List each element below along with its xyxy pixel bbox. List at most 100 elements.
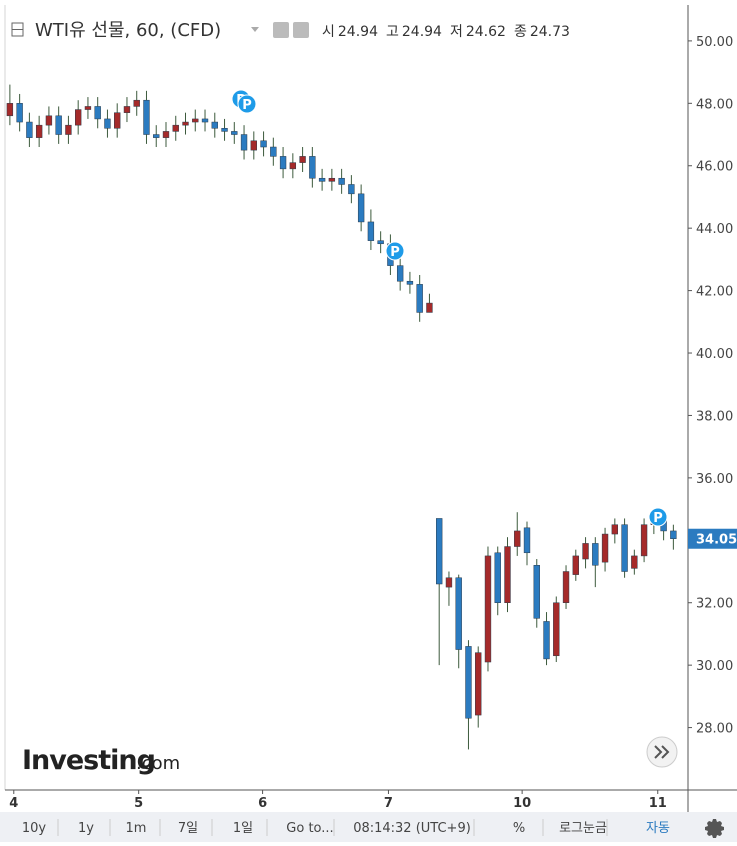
toolbar-button[interactable]: 1y — [78, 821, 94, 836]
candle-body — [621, 524, 628, 572]
candle-body — [182, 121, 189, 126]
header: WTI유 선물, 60, (CFD) 시 24.94 고 24.94 저 24.62 종 24… — [11, 20, 570, 41]
y-tick-label: 48.00 — [696, 97, 733, 112]
candle-body — [55, 115, 62, 135]
candle-body — [582, 543, 589, 560]
toolbar-button[interactable]: % — [513, 821, 525, 836]
x-tick-label: 10 — [513, 796, 531, 811]
x-tick-label: 4 — [9, 796, 18, 811]
ohlc-legend: 시 24.94 고 24.94 저 24.62 종 24.73 — [322, 24, 570, 40]
candle-body — [494, 552, 501, 603]
last-price-label: 34.05 — [696, 533, 737, 548]
watermark: Investing .com — [22, 745, 180, 776]
candle-body — [133, 99, 140, 107]
candle-body — [367, 221, 375, 241]
ohlc-label: 고 — [386, 24, 399, 40]
toolbar-button[interactable]: 자동 — [646, 821, 670, 836]
settings-icon[interactable] — [293, 22, 309, 38]
y-tick-label: 36.00 — [696, 472, 733, 487]
symbol-title: WTI유 선물, 60, (CFD) — [35, 20, 221, 41]
event-marker[interactable] — [648, 507, 668, 527]
candle-body — [162, 131, 170, 138]
candle-body — [211, 121, 218, 129]
candle-body — [631, 555, 638, 569]
ohlc-value: 24.94 — [338, 24, 378, 40]
last-price-box — [688, 528, 737, 549]
x-tick-label: 11 — [649, 796, 667, 811]
watermark-brand: Investing — [22, 745, 155, 776]
candle-body — [348, 184, 355, 195]
candle-body — [572, 555, 579, 575]
y-tick-label: 44.00 — [696, 222, 733, 237]
candle-body — [445, 577, 453, 588]
candle-body — [601, 533, 609, 563]
y-tick-label: 30.00 — [696, 659, 733, 674]
toolbar-button[interactable]: 1m — [126, 821, 147, 836]
candle-body — [289, 162, 297, 170]
candle-body — [543, 621, 550, 660]
ohlc-label: 시 — [322, 24, 335, 40]
candle-body — [309, 156, 316, 179]
toolbar-button[interactable]: 로그눈금 — [559, 821, 607, 836]
candle-body — [475, 652, 482, 716]
settings-icon[interactable] — [273, 22, 289, 38]
x-tick-label: 5 — [134, 796, 143, 811]
candle-body — [396, 265, 404, 282]
y-tick-label: 38.00 — [696, 409, 733, 424]
symbol-dropdown[interactable] — [251, 27, 259, 32]
candle-body — [114, 112, 121, 129]
toolbar: 10y 1y 1m 7일 1일 Go to... 08:14:32 (UTC+9)% 로그눈금… — [22, 819, 670, 836]
candle-body — [6, 103, 14, 117]
toolbar-button[interactable]: 1일 — [233, 821, 253, 836]
y-tick-label: 50.00 — [696, 35, 733, 50]
candle-body — [357, 193, 365, 223]
candle-body — [172, 124, 179, 132]
candle-body — [104, 118, 111, 129]
toolbar-button[interactable]: 10y — [22, 821, 47, 836]
toolbar-bg — [0, 812, 737, 842]
ohlc-label: 저 — [450, 24, 463, 40]
candle-body — [201, 118, 209, 123]
candle-body — [514, 530, 521, 547]
y-tick-label: 28.00 — [696, 722, 733, 737]
candle-body — [670, 530, 677, 539]
candle-body — [553, 602, 560, 657]
candle-body — [143, 99, 150, 135]
event-marker[interactable] — [385, 241, 405, 261]
toolbar-button[interactable]: 7일 — [178, 821, 198, 836]
candle-body — [221, 128, 228, 132]
candle-body — [123, 106, 131, 113]
scroll-button[interactable] — [646, 736, 678, 768]
candle-body — [338, 177, 345, 185]
toolbar-button: 08:14:32 (UTC+9) — [353, 821, 471, 836]
candle-body — [318, 177, 326, 182]
watermark-domain: .com — [136, 753, 180, 774]
event-marker[interactable] — [237, 94, 257, 114]
candle-body — [465, 646, 472, 719]
ohlc-value: 24.73 — [530, 24, 570, 40]
y-tick-label: 46.00 — [696, 160, 733, 175]
y-tick-label: 40.00 — [696, 347, 733, 362]
candle-body — [16, 103, 23, 123]
candle-body — [455, 577, 462, 650]
scroll-button-icon — [654, 745, 670, 759]
candle-body — [279, 156, 287, 170]
candle-body — [65, 124, 72, 135]
candle-body — [240, 134, 248, 151]
candle-body — [611, 524, 618, 535]
ohlc-value: 24.94 — [402, 24, 442, 40]
candle-body — [377, 240, 384, 245]
candle-body — [84, 106, 92, 110]
gear-icon[interactable] — [705, 819, 724, 838]
event-marker-label: P — [653, 511, 663, 526]
event-marker-label: P — [242, 98, 252, 113]
candle-body — [94, 106, 101, 120]
candle-body — [231, 131, 238, 135]
candle-body — [484, 555, 492, 663]
candle-body — [426, 302, 433, 313]
x-tick-label: 6 — [258, 796, 267, 811]
candle-body — [192, 118, 199, 123]
candle-body — [153, 134, 160, 138]
toolbar-button[interactable]: Go to... — [286, 821, 333, 836]
